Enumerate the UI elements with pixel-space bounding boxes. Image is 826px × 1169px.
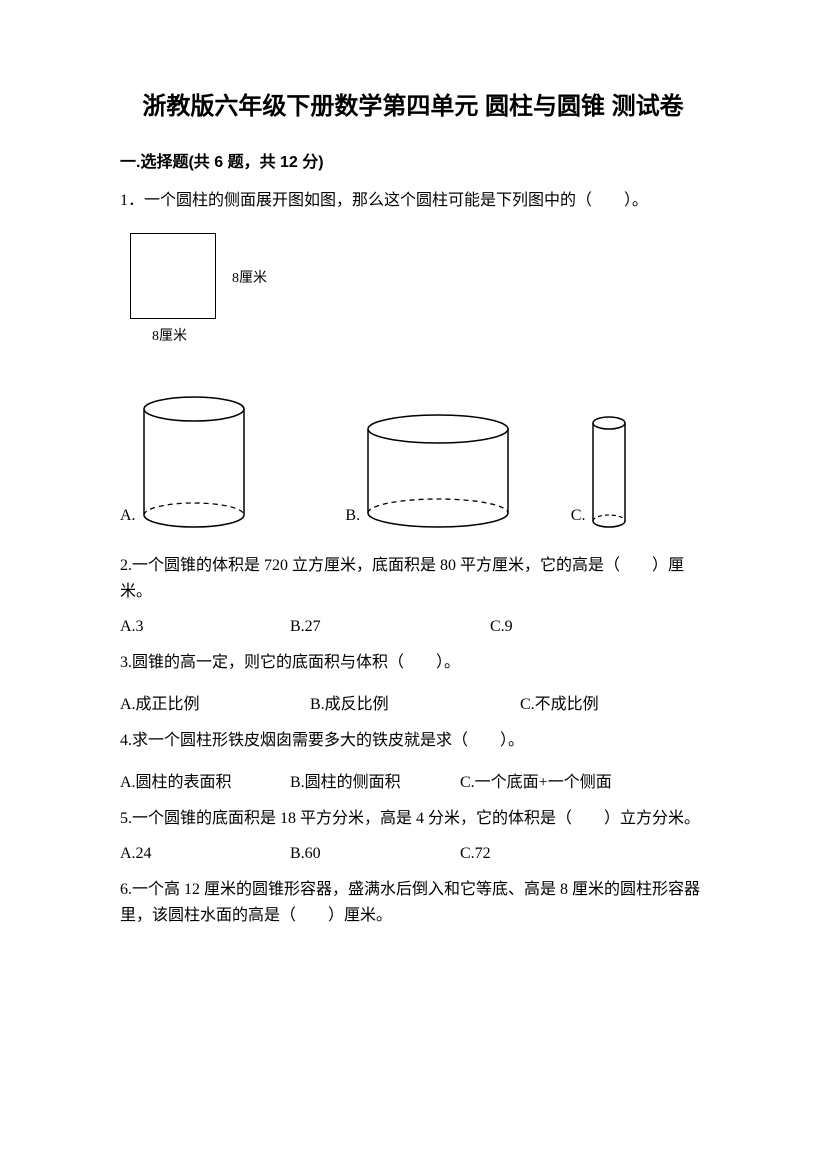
q1-choice-a-label: A. <box>120 507 136 525</box>
q1-choice-b: B. <box>345 413 570 529</box>
q1-square-net: 8厘米 8厘米 <box>120 233 706 361</box>
q3-choice-a: A.成正比例 <box>120 690 310 714</box>
q2-choice-b: B.27 <box>290 618 490 636</box>
question-5-text: 5.一个圆锥的底面积是 18 平方分米，高是 4 分米，它的体积是（ ）立方分米… <box>120 806 706 832</box>
q1-choice-c: C. <box>571 415 706 529</box>
question-2-text: 2.一个圆锥的体积是 720 立方厘米，底面积是 80 平方厘米，它的高是（ ）… <box>120 553 706 604</box>
question-3-text: 3.圆锥的高一定，则它的底面积与体积（ ）。 <box>120 650 706 676</box>
q3-choice-b: B.成反比例 <box>310 690 520 714</box>
square-label-right: 8厘米 <box>232 267 267 287</box>
question-1-text: 1．一个圆柱的侧面展开图如图，那么这个圆柱可能是下列图中的（ ）。 <box>120 188 706 214</box>
question-5-choices: A.24 B.60 C.72 <box>120 845 706 863</box>
cylinder-b-icon <box>366 413 510 529</box>
question-3-choices: A.成正比例 B.成反比例 C.不成比例 <box>120 690 706 714</box>
q4-choice-c: C.一个底面+一个侧面 <box>460 768 640 792</box>
q1-choice-a: A. <box>120 395 345 529</box>
cylinder-a-icon <box>142 395 246 529</box>
question-4-text: 4.求一个圆柱形铁皮烟囱需要多大的铁皮就是求（ ）。 <box>120 728 706 754</box>
q1-choice-b-label: B. <box>345 507 360 525</box>
q4-choice-b: B.圆柱的侧面积 <box>290 768 460 792</box>
q4-choice-a: A.圆柱的表面积 <box>120 768 290 792</box>
q2-choice-c: C.9 <box>490 618 670 636</box>
section-1-heading: 一.选择题(共 6 题，共 12 分) <box>120 148 706 172</box>
question-6-text: 6.一个高 12 厘米的圆锥形容器，盛满水后倒入和它等底、高是 8 厘米的圆柱形… <box>120 877 706 928</box>
q1-choice-c-label: C. <box>571 507 586 525</box>
page-title: 浙教版六年级下册数学第四单元 圆柱与圆锥 测试卷 <box>120 90 706 124</box>
q1-choices-row: A. B. C. <box>120 391 706 529</box>
cylinder-c-icon <box>591 415 627 529</box>
square-label-bottom: 8厘米 <box>152 325 187 345</box>
q5-choice-a: A.24 <box>120 845 290 863</box>
q3-choice-c: C.不成比例 <box>520 690 700 714</box>
q5-choice-c: C.72 <box>460 845 640 863</box>
square-shape <box>130 233 216 319</box>
q5-choice-b: B.60 <box>290 845 460 863</box>
question-4-choices: A.圆柱的表面积 B.圆柱的侧面积 C.一个底面+一个侧面 <box>120 768 706 792</box>
q2-choice-a: A.3 <box>120 618 290 636</box>
page: 浙教版六年级下册数学第四单元 圆柱与圆锥 测试卷 一.选择题(共 6 题，共 1… <box>0 0 826 982</box>
question-2-choices: A.3 B.27 C.9 <box>120 618 706 636</box>
q1-figures: 8厘米 8厘米 A. B. <box>120 233 706 529</box>
